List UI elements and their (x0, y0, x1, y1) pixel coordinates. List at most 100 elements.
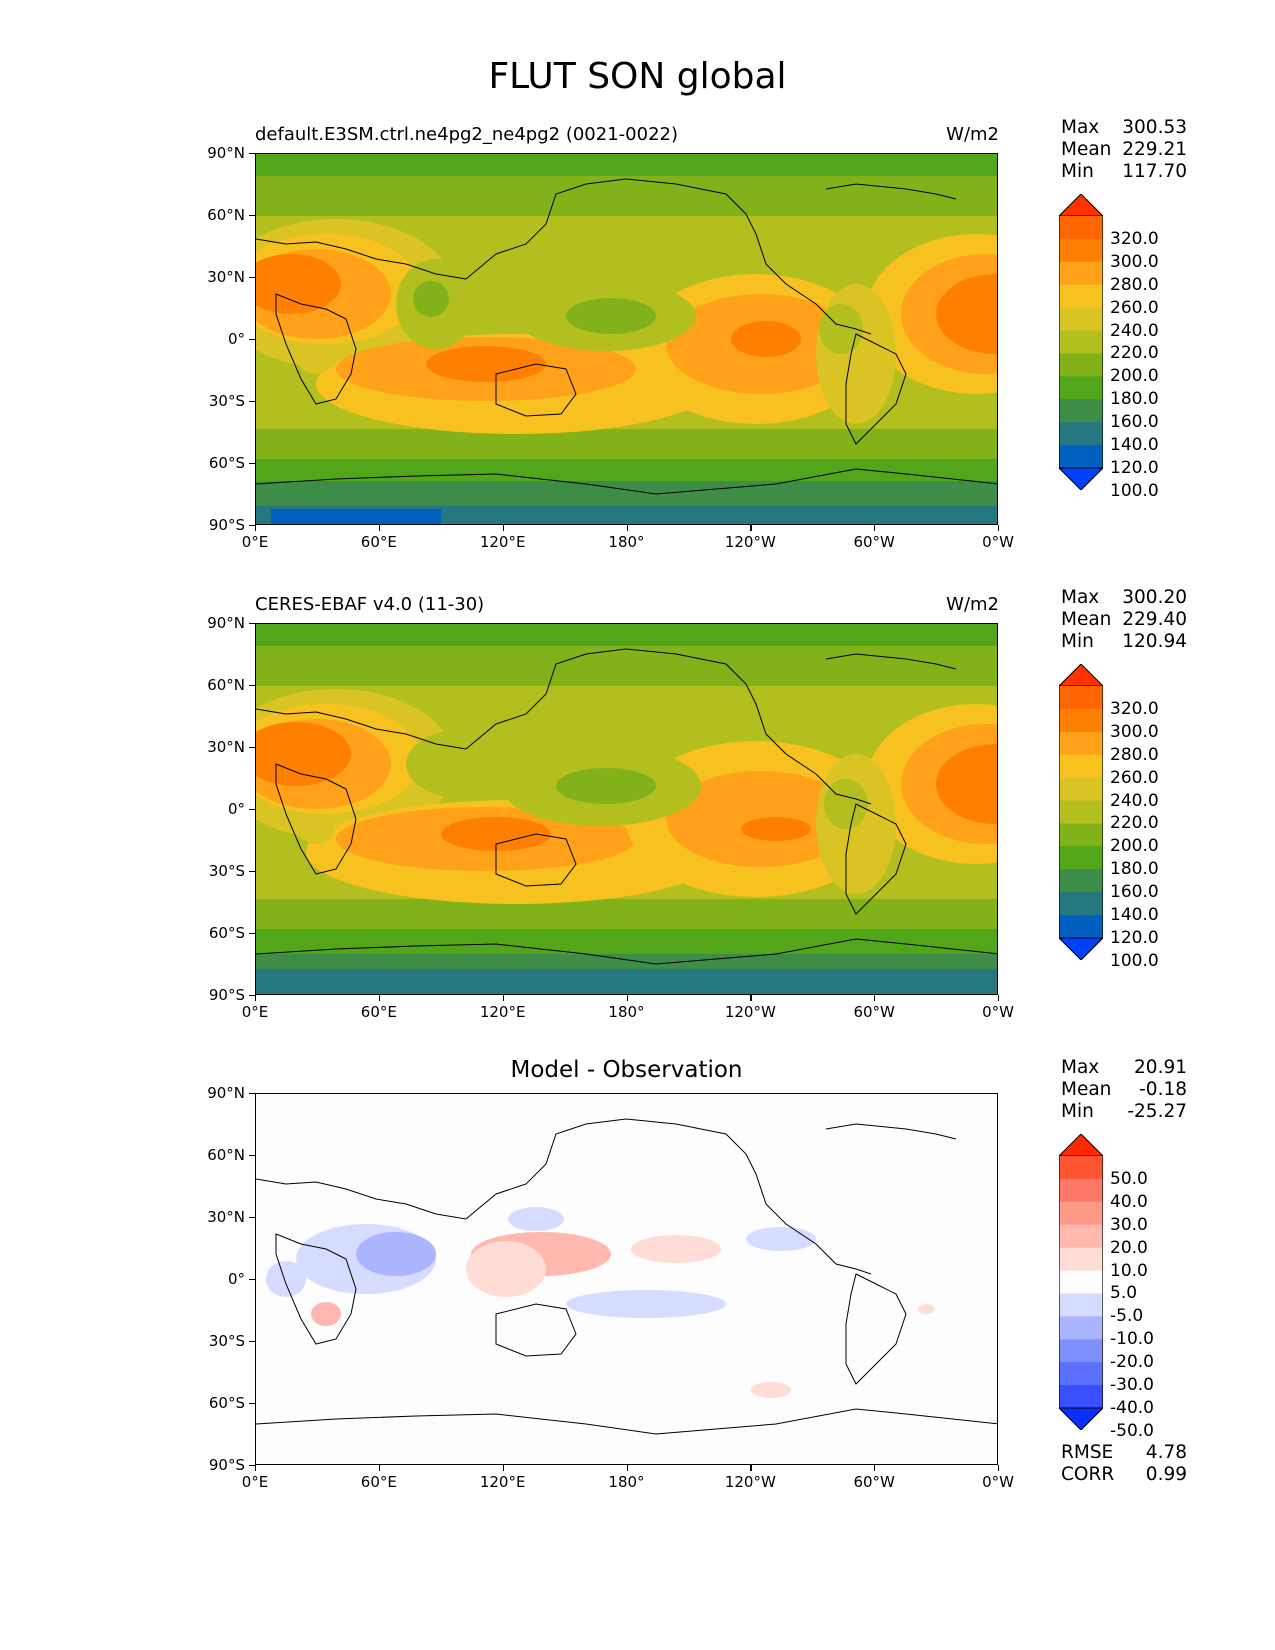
colorbar-segment (1059, 915, 1103, 939)
stat-mean-value: -0.18 (1139, 1079, 1187, 1100)
y-tick-mark (249, 1279, 255, 1281)
x-tick-label: 180° (608, 1003, 645, 1021)
panel-1-stats: Max 300.53 Mean 229.21 Min 117.70 (1061, 117, 1187, 183)
panel-2-stats: Max 300.20 Mean 229.40 Min 120.94 (1061, 587, 1187, 653)
colorbar-segment (1059, 731, 1103, 756)
colorbar-extension-bottom (1057, 467, 1105, 491)
y-tick-label: 30°S (208, 862, 245, 880)
y-tick-mark (249, 1465, 255, 1467)
x-tick-label: 0°W (982, 1473, 1014, 1491)
y-tick-label: 30°S (208, 392, 245, 410)
x-tick-mark (998, 995, 1000, 1001)
y-tick-mark (249, 277, 255, 279)
x-tick-mark (502, 525, 504, 531)
y-tick-label: 90°N (207, 1084, 245, 1102)
colorbar-level-label: 300.0 (1110, 251, 1159, 272)
colorbar-extension-top (1057, 663, 1105, 687)
y-tick-mark (249, 1341, 255, 1343)
x-tick-label: 180° (608, 1473, 645, 1491)
colorbar-segment (1059, 708, 1103, 733)
y-tick-mark (249, 623, 255, 625)
x-tick-label: 60°E (360, 1003, 397, 1021)
colorbar-level-label: 10.0 (1110, 1260, 1148, 1281)
x-tick-mark (998, 1465, 1000, 1471)
x-tick-mark (255, 1465, 257, 1471)
stat-min-label: Min (1061, 631, 1094, 652)
x-tick-label: 0°W (982, 533, 1014, 551)
colorbar-level-label: 40.0 (1110, 1191, 1148, 1212)
colorbar-level-label: 320.0 (1110, 698, 1159, 719)
colorbar-level-label: -5.0 (1110, 1306, 1144, 1327)
colorbar-level-label: 160.0 (1110, 412, 1159, 433)
stat-max-value: 300.20 (1122, 587, 1187, 608)
panel-2-colorbar-labels: 320.0 300.0 280.0 260.0 240.0 220.0 200.0 180.0… (1110, 664, 1190, 971)
colorbar-level-label: 220.0 (1110, 813, 1159, 834)
colorbar-extension-top (1057, 1133, 1105, 1157)
panel-1-units: W/m2 (946, 124, 999, 145)
stat-min-value: 117.70 (1122, 161, 1187, 182)
stat-min-label: Min (1061, 1101, 1094, 1122)
x-tick-mark (255, 525, 257, 531)
x-tick-label: 120°W (724, 1003, 776, 1021)
y-tick-mark (249, 1155, 255, 1157)
colorbar-level-label: 240.0 (1110, 790, 1159, 811)
corr-value: 0.99 (1145, 1464, 1187, 1485)
y-tick-label: 90°S (208, 986, 245, 1004)
stat-mean-value: 229.21 (1122, 139, 1187, 160)
colorbar-level-label: 180.0 (1110, 389, 1159, 410)
stat-mean-label: Mean (1061, 609, 1112, 630)
x-tick-label: 120°E (479, 533, 526, 551)
colorbar-level-label: 300.0 (1110, 721, 1159, 742)
panel-1-colorbar (1057, 193, 1105, 491)
x-tick-label: 120°W (724, 533, 776, 551)
y-tick-label: 0° (227, 800, 245, 818)
colorbar-segment (1059, 284, 1103, 309)
stat-mean-label: Mean (1061, 1079, 1112, 1100)
colorbar-extension-bottom (1057, 937, 1105, 961)
stat-max-label: Max (1061, 1057, 1100, 1078)
colorbar-segment (1059, 445, 1103, 469)
y-tick-mark (249, 463, 255, 465)
colorbar-segment (1059, 869, 1103, 893)
colorbar-level-label: 120.0 (1110, 458, 1159, 478)
panel-2-map (255, 623, 998, 995)
colorbar-level-label: 160.0 (1110, 882, 1159, 903)
y-tick-mark (249, 685, 255, 687)
colorbar-segment (1059, 1316, 1103, 1340)
y-tick-label: 90°N (207, 144, 245, 162)
x-tick-label: 120°E (479, 1473, 526, 1491)
x-tick-mark (378, 525, 381, 531)
colorbar-level-label: 200.0 (1110, 836, 1159, 857)
stat-mean-label: Mean (1061, 139, 1112, 160)
y-tick-mark (249, 1093, 255, 1095)
panel-3-colorbar (1057, 1133, 1105, 1431)
rmse-label: RMSE (1061, 1442, 1114, 1463)
x-tick-mark (750, 525, 752, 531)
panel-3-map (255, 1093, 998, 1465)
x-tick-mark (626, 1465, 628, 1471)
colorbar-segment (1059, 216, 1103, 240)
colorbar-level-label: -20.0 (1110, 1352, 1154, 1373)
colorbar-segment (1059, 892, 1103, 916)
colorbar-level-label: 50.0 (1110, 1168, 1148, 1189)
y-tick-label: 90°N (207, 614, 245, 632)
x-tick-label: 0°E (241, 1473, 269, 1491)
x-tick-mark (750, 995, 752, 1001)
y-tick-mark (249, 747, 255, 749)
colorbar-segment (1059, 754, 1103, 779)
x-tick-mark (502, 1465, 504, 1471)
colorbar-segment (1059, 800, 1103, 824)
colorbar-level-label: -10.0 (1110, 1329, 1154, 1350)
y-tick-label: 60°S (208, 924, 245, 942)
y-tick-label: 30°N (207, 268, 245, 286)
colorbar-segment (1059, 330, 1103, 354)
colorbar-svg (1057, 193, 1105, 491)
colorbar-segment (1059, 1385, 1103, 1409)
colorbar-segment (1059, 422, 1103, 446)
stat-max-value: 300.53 (1122, 117, 1187, 138)
x-tick-mark (998, 525, 1000, 531)
panel-3-stats: Max 20.91 Mean -0.18 Min -25.27 (1061, 1057, 1187, 1123)
y-tick-label: 30°N (207, 738, 245, 756)
colorbar-level-label: 280.0 (1110, 274, 1159, 295)
colorbar-segment (1059, 823, 1103, 847)
